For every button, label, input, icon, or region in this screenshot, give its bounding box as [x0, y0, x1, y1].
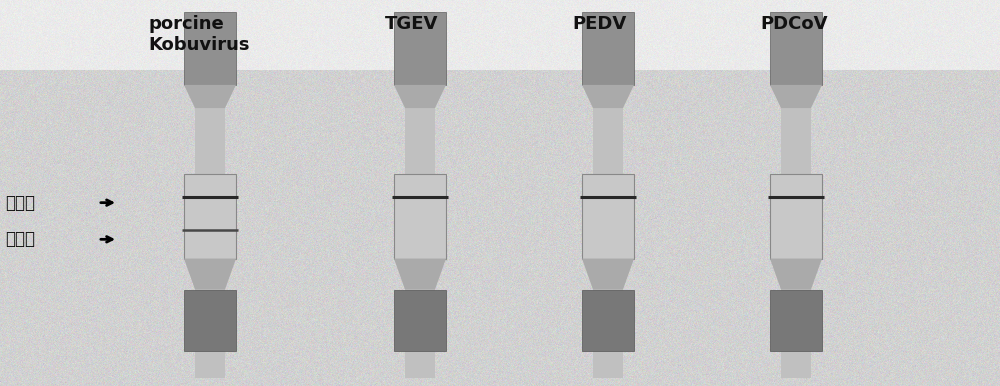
Polygon shape — [770, 85, 822, 108]
Text: 控制线: 控制线 — [5, 194, 35, 212]
Text: 检测线: 检测线 — [5, 230, 35, 248]
Bar — [781, 12, 811, 378]
Text: porcine
Kobuvirus: porcine Kobuvirus — [148, 15, 250, 54]
Bar — [394, 290, 446, 351]
Bar — [770, 174, 822, 259]
Text: PEDV: PEDV — [572, 15, 626, 34]
Bar — [770, 12, 822, 85]
Polygon shape — [394, 259, 446, 290]
Bar — [184, 12, 236, 85]
Polygon shape — [184, 85, 236, 108]
Bar — [593, 12, 623, 378]
Polygon shape — [770, 259, 822, 290]
Bar — [582, 174, 634, 259]
Bar — [184, 290, 236, 351]
Text: TGEV: TGEV — [385, 15, 438, 34]
Bar — [195, 12, 225, 378]
Bar — [405, 12, 435, 378]
Polygon shape — [394, 85, 446, 108]
Polygon shape — [582, 85, 634, 108]
Polygon shape — [184, 259, 236, 290]
Bar — [770, 290, 822, 351]
Bar — [582, 12, 634, 85]
Polygon shape — [582, 259, 634, 290]
Bar — [582, 290, 634, 351]
Text: PDCoV: PDCoV — [760, 15, 828, 34]
Bar — [394, 12, 446, 85]
Bar — [394, 174, 446, 259]
Bar — [184, 174, 236, 259]
